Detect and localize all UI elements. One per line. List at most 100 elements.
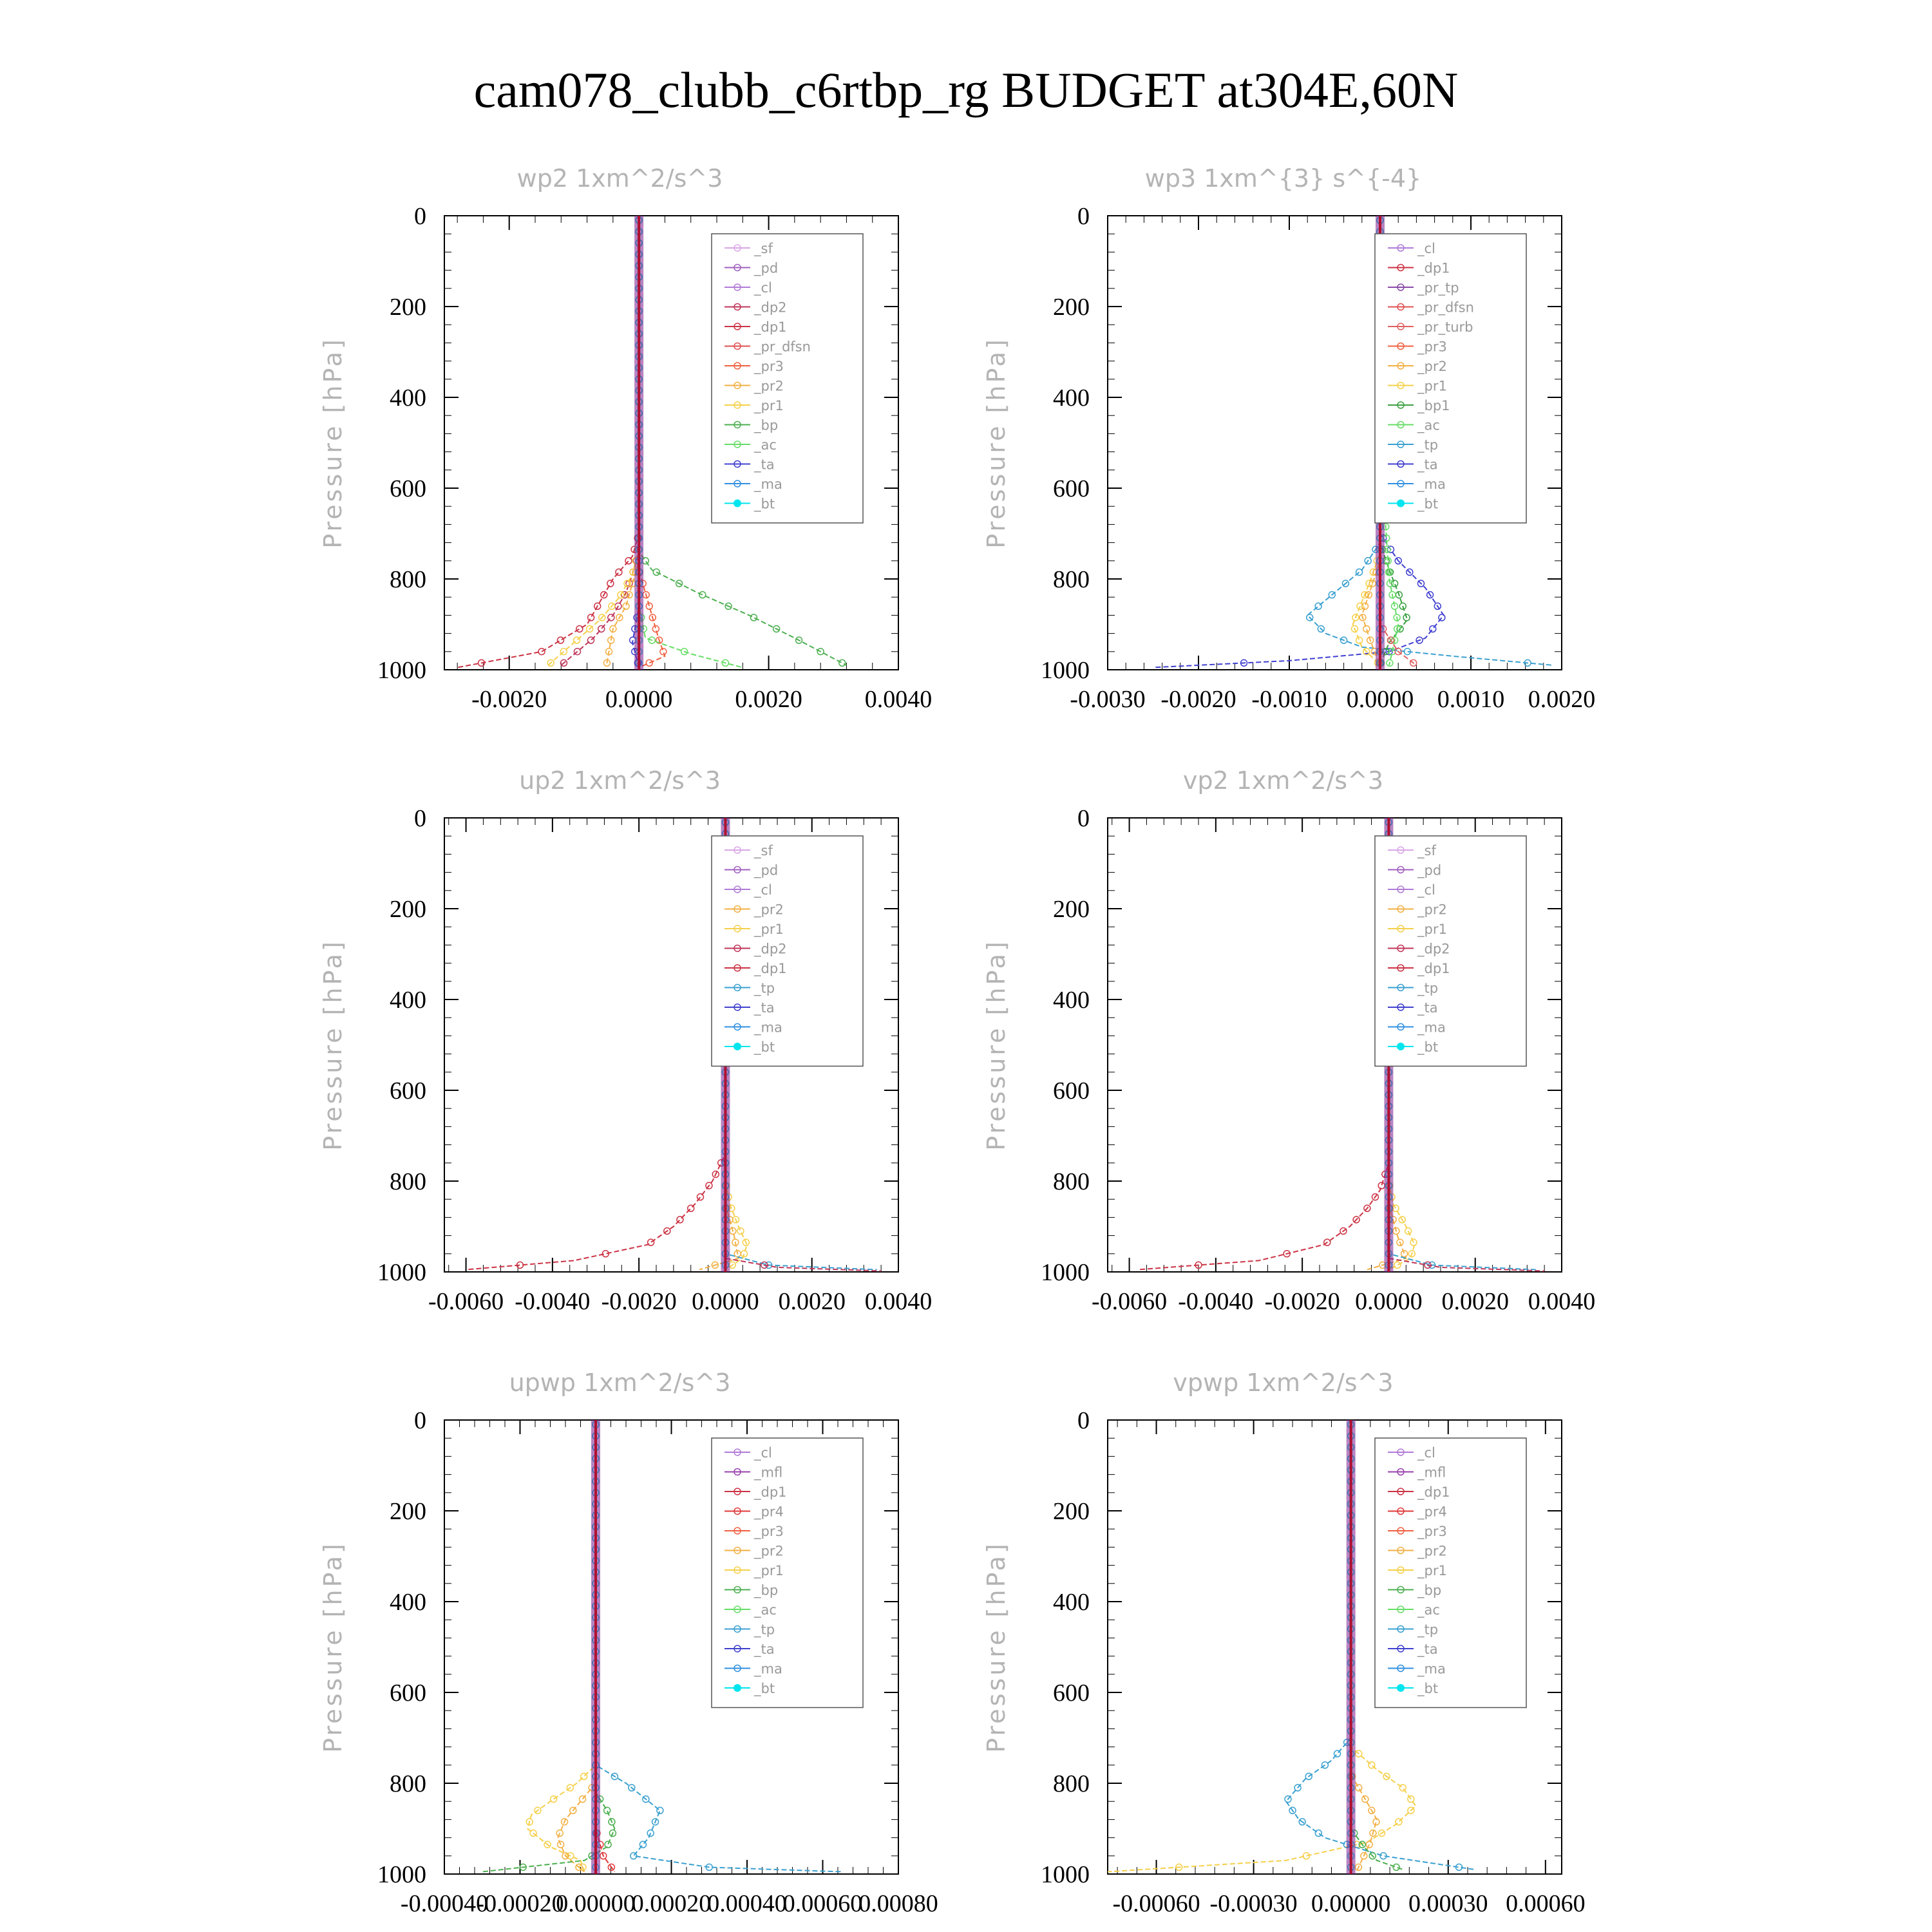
legend-marker [734, 1546, 741, 1555]
legend-marker [1397, 1507, 1405, 1515]
legend-label: _ta [1417, 1000, 1438, 1016]
series-marker-dp1 [1378, 1182, 1385, 1189]
series-marker-ac [1390, 636, 1399, 644]
series-marker-tp [651, 1818, 659, 1826]
plot-frame [444, 215, 899, 670]
legend-label: _ma [1417, 477, 1446, 493]
series-marker-pr1 [1365, 580, 1373, 587]
y-tick-label: 400 [1053, 384, 1090, 412]
series-line-pr3 [638, 216, 666, 668]
legend-marker [1397, 1527, 1405, 1535]
series-marker-pr1 [544, 1841, 551, 1848]
series-marker-dp1 [1195, 1261, 1202, 1269]
legend-marker [734, 421, 741, 429]
series-marker-pr1 [1378, 1829, 1386, 1837]
series-marker-dp2 [573, 648, 582, 656]
legend-marker [1397, 323, 1405, 330]
series-marker-pr3 [652, 625, 660, 633]
legend-marker [1397, 421, 1405, 429]
series-marker-ac [1393, 625, 1401, 633]
legend-label: _pr4 [1417, 1504, 1447, 1520]
legend-label: _dp1 [1417, 261, 1450, 277]
x-tick-label: 0.0020 [735, 686, 802, 713]
legend-label: _ac [1417, 1602, 1440, 1618]
legend-marker [1397, 263, 1405, 272]
x-tick-label: -0.00030 [1210, 1890, 1298, 1917]
series-marker-pr1 [1383, 1772, 1390, 1781]
series-marker-tp [1321, 1761, 1329, 1769]
series-marker-bp [652, 568, 661, 576]
y-tick-label: 0 [414, 805, 426, 832]
series-marker-pr2 [562, 1852, 569, 1860]
series-marker-pr1 [585, 625, 594, 633]
series-marker-pr2 [625, 591, 633, 599]
y-tick-label: 200 [1053, 896, 1090, 923]
y-tick-label: 600 [390, 475, 426, 502]
legend-label: _dp1 [1417, 1484, 1450, 1501]
x-tick-label: 0.00040 [707, 1890, 787, 1917]
series-marker-pr_turb [1394, 648, 1402, 656]
legend-marker [1397, 1546, 1405, 1555]
legend-marker [1397, 983, 1405, 992]
series-marker-pr2 [556, 1841, 565, 1848]
series-group [1108, 1420, 1475, 1874]
legend-label: _tp [1417, 437, 1438, 453]
y-axis-label: Pressure [hPa] [319, 337, 347, 549]
legend-label: _ta [1417, 1642, 1438, 1658]
series-marker-ta [1426, 591, 1434, 599]
series-marker-dp1 [663, 1227, 671, 1235]
series-marker-bp [724, 602, 732, 611]
series-marker-bp [519, 1863, 527, 1871]
legend-label: _sf [753, 241, 773, 257]
legend-label: _cl [1417, 241, 1435, 257]
legend-label: _cl [753, 1445, 772, 1461]
chart-title: vpwp 1xm^2/s^3 [1173, 1368, 1393, 1397]
series-marker-tp [630, 1852, 638, 1860]
legend-label: _pr_tp [1417, 280, 1459, 296]
series-marker-dp1 [676, 1216, 684, 1224]
x-tick-label: 0.00030 [1408, 1890, 1488, 1917]
chart-title: vp2 1xm^2/s^3 [1183, 766, 1383, 795]
x-tick-label: 0.00020 [632, 1890, 712, 1917]
series-marker-ac [680, 648, 688, 656]
legend-marker [734, 283, 741, 291]
series-marker-pr1 [1355, 636, 1363, 644]
series-marker-pr1 [534, 1806, 542, 1815]
series-marker-pr2 [607, 636, 615, 644]
legend-label: _dp1 [753, 1484, 787, 1501]
series-marker-dp2 [597, 625, 605, 633]
legend-marker [734, 362, 741, 370]
y-tick-label: 400 [1053, 1589, 1090, 1616]
series-marker-pr1 [617, 591, 625, 599]
legend-marker [1397, 1023, 1405, 1031]
plot-frame [444, 817, 899, 1273]
series-marker-ta [1240, 659, 1248, 667]
series-marker-pr2 [603, 659, 611, 667]
x-tick-label: -0.0010 [1251, 686, 1327, 713]
legend-label: _pr4 [753, 1504, 784, 1520]
y-tick-label: 0 [1077, 805, 1090, 832]
series-marker-tp [611, 1772, 619, 1781]
x-tick-label: 0.0000 [1347, 686, 1414, 713]
series-group [457, 216, 847, 670]
series-marker-dp1 [477, 659, 486, 667]
legend-marker [1397, 925, 1405, 933]
legend-box [711, 233, 864, 524]
y-tick-label: 600 [390, 1077, 426, 1104]
legend-marker [734, 1645, 741, 1653]
y-axis-label: Pressure [hPa] [319, 1541, 347, 1753]
series-marker-pr1 [1404, 1227, 1412, 1235]
legend-label: _pr_dfsn [753, 339, 811, 355]
legend-marker [1397, 846, 1405, 854]
legend-label: _bp1 [1417, 398, 1450, 414]
legend-label: _pr_dfsn [1417, 300, 1474, 316]
series-marker-ac [1385, 568, 1393, 576]
x-tick-label: 0.0020 [1528, 686, 1596, 713]
y-tick-label: 800 [390, 1168, 426, 1195]
x-tick-label: -0.0020 [1265, 1288, 1340, 1315]
series-marker-pr1 [1407, 1795, 1415, 1803]
series-marker-dp2 [607, 614, 615, 621]
series-marker-ac [1390, 602, 1399, 611]
legend-label: _pr2 [1417, 1544, 1447, 1560]
series-marker-pr1 [567, 1852, 574, 1860]
